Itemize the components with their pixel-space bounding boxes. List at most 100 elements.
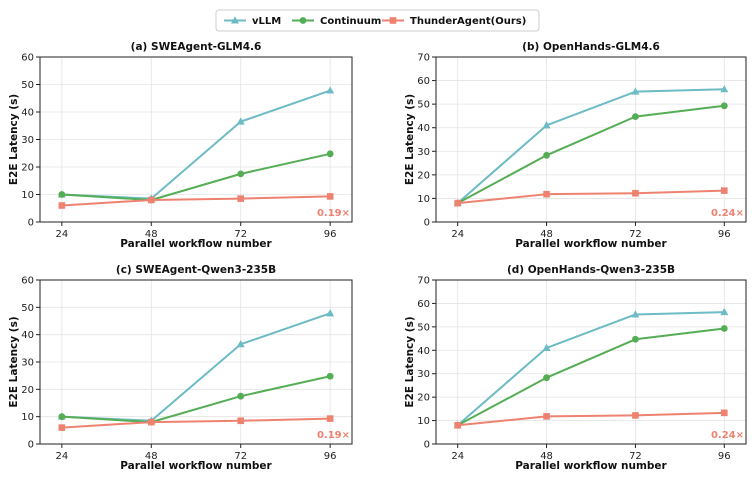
chart-title: (c) SWEAgent-Qwen3-235B	[116, 264, 276, 276]
y-tick-label: 0	[28, 440, 34, 451]
x-tick-label: 48	[145, 451, 158, 462]
speedup-annotation: 0.19×	[317, 430, 350, 441]
y-axis-label: E2E Latency (s)	[8, 94, 20, 185]
data-point-vllm	[720, 85, 729, 93]
x-tick-label: 48	[540, 451, 553, 462]
series-line-vllm	[61, 89, 331, 200]
y-tick-label: 10	[417, 194, 430, 205]
legend-label-continuum: Continuum	[320, 16, 381, 27]
data-point-thunderagent-ours	[326, 415, 334, 422]
data-point-continuum	[326, 372, 334, 380]
y-tick-label: 10	[21, 190, 34, 201]
chart-title: (b) OpenHands-GLM4.6	[522, 41, 660, 53]
data-point-thunderagent-ours	[454, 199, 461, 207]
chart-title: (d) OpenHands-Qwen3-235B	[507, 264, 675, 276]
data-point-continuum	[720, 102, 728, 110]
y-tick-label: 10	[417, 416, 430, 427]
y-tick-label: 50	[21, 303, 34, 314]
panel-3: 0 10 20 30 40 50 60 24 48 72 96 (c) SWEAgent-Qwen3-…	[8, 264, 353, 472]
y-tick-label: 20	[417, 170, 430, 181]
data-point-continuum	[632, 113, 639, 121]
panel-2: 0 10 20 30 40 50 60 70 24 48 72 96 (b) OpenHands-GLM…	[404, 41, 747, 250]
data-point-thunderagent-ours	[147, 196, 155, 204]
data-point-vllm	[326, 309, 335, 317]
series-line-thunderagent-ours	[457, 189, 725, 205]
legend-marker-thunderagent-ours	[389, 17, 397, 24]
series-line-vllm	[457, 88, 725, 204]
x-tick-label: 24	[55, 451, 68, 462]
x-tick-label: 72	[629, 451, 642, 462]
data-point-thunderagent-ours	[543, 413, 550, 420]
series-vllm	[453, 307, 729, 429]
data-point-thunderagent-ours	[326, 193, 334, 200]
data-point-thunderagent-ours	[721, 187, 728, 194]
data-point-continuum	[58, 413, 66, 421]
y-tick-label: 20	[417, 393, 430, 404]
data-point-vllm	[236, 340, 245, 348]
data-point-vllm	[236, 117, 245, 125]
legend: vLLM Continuum ThunderAgent(Ours)	[215, 9, 540, 32]
y-tick-label: 50	[417, 322, 430, 333]
x-tick-label: 96	[324, 451, 337, 462]
x-tick-label: 72	[234, 451, 247, 462]
x-axis-label: Parallel workflow number	[515, 460, 667, 472]
x-tick-label: 72	[234, 229, 247, 240]
series-line-continuum	[61, 375, 331, 424]
data-point-vllm	[326, 86, 335, 94]
series-line-thunderagent-ours	[61, 195, 331, 207]
y-axis-label: E2E Latency (s)	[404, 94, 416, 185]
x-tick-label: 96	[718, 229, 731, 240]
plot-frame	[435, 279, 747, 445]
data-point-thunderagent-ours	[632, 412, 639, 419]
x-axis-label: Parallel workflow number	[515, 238, 667, 250]
y-tick-label: 0	[424, 218, 430, 229]
data-point-vllm	[631, 310, 640, 318]
data-point-continuum	[237, 170, 245, 178]
y-tick-label: 60	[21, 53, 34, 64]
data-point-thunderagent-ours	[58, 424, 66, 431]
x-axis-label: Parallel workflow number	[120, 460, 272, 472]
data-point-thunderagent-ours	[147, 418, 155, 426]
series-line-continuum	[457, 104, 725, 205]
y-tick-label: 30	[21, 358, 34, 369]
series-vllm	[57, 86, 335, 202]
data-point-continuum	[720, 325, 728, 332]
speedup-annotation: 0.24×	[711, 208, 744, 219]
data-point-continuum	[632, 335, 639, 343]
data-point-thunderagent-ours	[237, 195, 245, 202]
x-tick-label: 96	[324, 229, 337, 240]
x-tick-label: 24	[451, 451, 464, 462]
data-point-thunderagent-ours	[632, 189, 639, 197]
data-point-continuum	[543, 151, 550, 159]
data-point-continuum	[237, 392, 245, 400]
y-tick-label: 40	[417, 346, 430, 357]
y-tick-label: 60	[21, 276, 34, 287]
y-tick-label: 30	[417, 147, 430, 158]
plot-frame	[435, 56, 747, 223]
legend-label-vllm: vLLM	[252, 16, 281, 27]
y-tick-label: 70	[417, 276, 430, 287]
data-point-thunderagent-ours	[721, 409, 728, 417]
x-tick-label: 72	[629, 229, 642, 240]
series-thunderagent-ours	[58, 415, 334, 431]
x-tick-label: 24	[55, 229, 68, 240]
legend-frame	[215, 9, 540, 32]
y-tick-label: 60	[417, 299, 430, 310]
speedup-annotation: 0.19×	[317, 208, 350, 219]
data-point-continuum	[543, 374, 550, 382]
y-tick-label: 40	[417, 123, 430, 134]
chart-panels: 0 10 20 30 40 50 60 24 48 72 96 (a) SWEAgent-GLM4.6…	[8, 41, 747, 472]
y-tick-label: 70	[417, 53, 430, 64]
y-tick-label: 20	[21, 385, 34, 396]
data-point-thunderagent-ours	[543, 190, 550, 198]
x-tick-label: 24	[451, 229, 464, 240]
legend-marker-continuum	[299, 17, 307, 24]
x-tick-label: 96	[718, 451, 731, 462]
x-tick-label: 48	[540, 229, 553, 240]
series-thunderagent-ours	[454, 187, 728, 207]
y-tick-label: 50	[21, 80, 34, 91]
y-tick-label: 40	[21, 330, 34, 341]
y-tick-label: 20	[21, 163, 34, 174]
y-tick-label: 0	[28, 218, 34, 229]
